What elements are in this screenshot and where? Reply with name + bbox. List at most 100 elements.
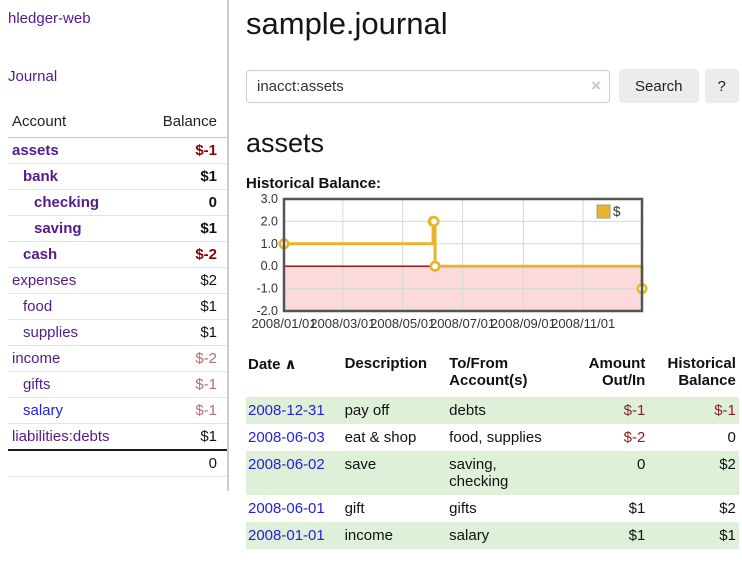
search-input[interactable] <box>246 69 610 103</box>
account-balance: $1 <box>200 428 217 445</box>
accounts-header-balance: Balance <box>140 109 227 138</box>
accounts-table: Account Balance assets $-1 bank $1 checking 0… <box>8 109 227 477</box>
chart-x-tick-label: 2008/05/01 <box>370 316 435 331</box>
account-row: income $-2 <box>8 345 227 372</box>
account-balance: $-1 <box>140 137 227 164</box>
account-row: assets $-1 <box>8 137 227 164</box>
transaction-description: pay off <box>344 402 390 419</box>
app-title-link[interactable]: hledger-web <box>8 10 91 27</box>
chart-y-tick-label: 2.0 <box>261 214 278 228</box>
account-row: expenses $2 <box>8 267 227 294</box>
sidebar-account-link[interactable]: expenses <box>12 272 77 289</box>
sidebar-account-link[interactable]: saving <box>34 220 82 237</box>
chart-y-tick-label: 1.0 <box>261 237 278 251</box>
sidebar-account-link[interactable]: checking <box>34 194 100 211</box>
chart-point <box>429 260 441 272</box>
chart-y-tick-label: -2.0 <box>256 304 278 318</box>
sidebar-account-link[interactable]: cash <box>23 246 58 263</box>
transaction-balance: $-1 <box>714 402 736 419</box>
transaction-row: 2008-06-03 eat & shop food, supplies $-2 0 <box>246 424 739 451</box>
transaction-date-link[interactable]: 2008-12-31 <box>248 402 325 419</box>
account-row: salary $-1 <box>8 397 227 424</box>
main-content: sample.journal × Search ? assets Histori… <box>229 0 742 582</box>
transaction-description: income <box>344 527 393 544</box>
account-balance: $-1 <box>140 397 227 424</box>
clear-search-icon[interactable]: × <box>591 75 601 95</box>
chart-x-tick-label: 2008/09/01 <box>491 316 556 331</box>
chart-border <box>282 197 644 313</box>
transactions-body: 2008-12-31 pay off debts $-1 $-1 2008-06-03 ea… <box>246 397 739 549</box>
accounts-header-account: Account <box>8 109 141 138</box>
transaction-description: save <box>344 456 377 473</box>
chart-x-tick-label: 2008/11/01 <box>551 316 615 331</box>
transaction-date-link[interactable]: 2008-06-01 <box>248 500 325 517</box>
sidebar-account-link[interactable]: gifts <box>23 376 51 393</box>
transaction-row: 2008-12-31 pay off debts $-1 $-1 <box>246 397 739 424</box>
sidebar-item-journal[interactable]: Journal <box>8 68 58 85</box>
transaction-balance: $2 <box>719 500 736 517</box>
column-header-date[interactable]: Date ∧ <box>248 356 297 373</box>
account-row: gifts $-1 <box>8 371 227 398</box>
column-header-accounts: To/From Account(s) <box>449 355 528 389</box>
sidebar-account-link[interactable]: income <box>12 350 61 367</box>
transaction-row: 2008-06-01 gift gifts $1 $2 <box>246 495 739 522</box>
sidebar-account-link[interactable]: liabilities:debts <box>12 428 110 445</box>
accounts-total-row: 0 <box>8 449 227 477</box>
chart-y-tick-label: -1.0 <box>256 282 278 296</box>
search-form: × Search ? <box>246 69 739 103</box>
account-balance: $-1 <box>140 371 227 398</box>
account-balance: $-2 <box>140 345 227 372</box>
transaction-description: gift <box>344 500 365 517</box>
accounts-body: assets $-1 bank $1 checking 0 saving $1 cash $-2 e… <box>8 137 227 451</box>
transaction-accounts: saving, checking <box>449 456 509 490</box>
chart-title: Historical Balance: <box>246 175 382 192</box>
column-header-amount: Amount Out/In <box>588 355 646 389</box>
transaction-balance: $1 <box>719 527 736 544</box>
account-balance: $1 <box>140 163 227 190</box>
transaction-balance: $2 <box>719 456 736 473</box>
chart-point <box>428 215 440 227</box>
sidebar-account-link[interactable]: bank <box>23 168 59 185</box>
search-button[interactable]: Search <box>619 69 699 103</box>
account-balance: $1 <box>140 215 227 242</box>
transaction-accounts: gifts <box>449 500 477 517</box>
transaction-date-link[interactable]: 2008-01-01 <box>248 527 325 544</box>
transactions-table: Date ∧ Description To/From Account(s) Amo… <box>246 353 739 549</box>
account-row: checking 0 <box>8 189 227 216</box>
sort-asc-icon: ∧ <box>284 356 297 373</box>
transaction-amount: $1 <box>628 527 646 544</box>
account-balance: $1 <box>140 293 227 320</box>
chart-legend-label: $ <box>613 204 621 219</box>
transaction-date-link[interactable]: 2008-06-02 <box>248 456 325 473</box>
sidebar: hledger-web Journal Account Balance asse… <box>0 0 229 491</box>
transaction-balance: 0 <box>727 429 736 446</box>
sidebar-account-link[interactable]: food <box>23 298 53 315</box>
account-row: cash $-2 <box>8 241 227 268</box>
account-row: saving $1 <box>8 215 227 242</box>
sidebar-account-link[interactable]: supplies <box>23 324 79 341</box>
chart-x-tick-label: 2008/03/01 <box>310 316 375 331</box>
chart-legend-swatch <box>596 204 611 219</box>
balance-chart: 2008/01/01 2008/03/01 2008/05/01 2008/07/01… <box>246 192 739 341</box>
account-balance: $2 <box>140 267 227 294</box>
sidebar-account-link[interactable]: salary <box>23 402 64 419</box>
account-row: liabilities:debts $1 <box>8 424 227 451</box>
account-row: food $1 <box>8 293 227 320</box>
column-header-balance: Historical Balance <box>667 355 736 389</box>
account-balance: $-2 <box>140 241 227 268</box>
transaction-row: 2008-06-02 save saving, checking 0 $2 <box>246 451 739 495</box>
column-header-description: Description <box>344 355 428 372</box>
transaction-date-link[interactable]: 2008-06-03 <box>248 429 325 446</box>
account-balance: $1 <box>140 319 227 346</box>
account-row: bank $1 <box>8 163 227 190</box>
transaction-accounts: salary <box>449 527 490 544</box>
sidebar-account-link[interactable]: assets <box>12 142 59 159</box>
chart-y-tick-label: 0.0 <box>261 259 278 273</box>
balance-chart-svg: 2008/01/012008/03/012008/05/012008/07/01… <box>251 192 648 331</box>
account-heading: assets <box>246 128 325 158</box>
page-title: sample.journal <box>246 6 448 41</box>
help-button[interactable]: ? <box>704 69 739 103</box>
transaction-amount: $-2 <box>623 429 646 446</box>
accounts-total-value: 0 <box>140 449 227 477</box>
